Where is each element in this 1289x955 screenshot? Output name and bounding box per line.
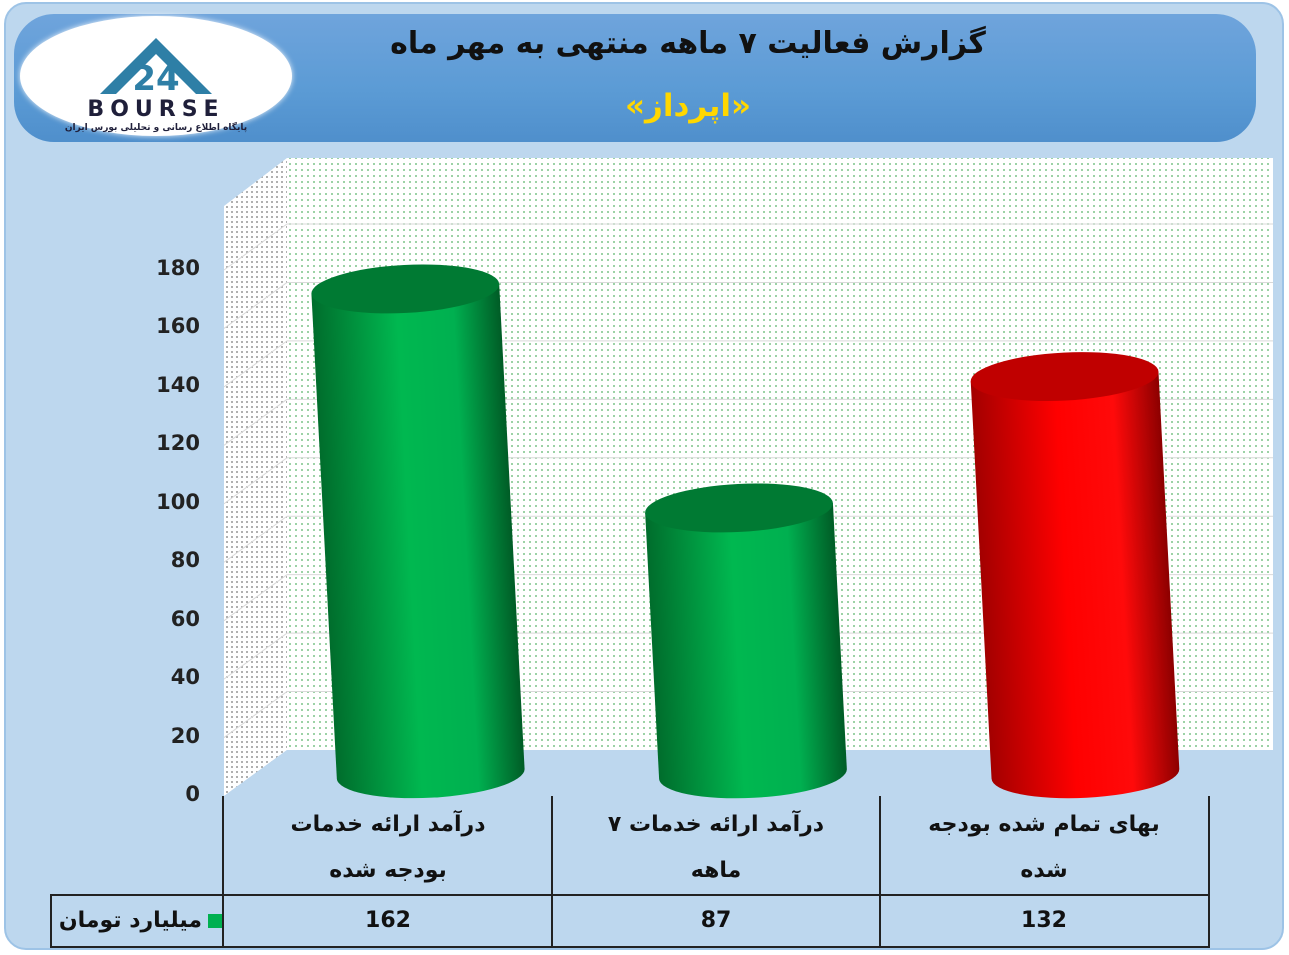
bar-body <box>970 371 1180 799</box>
table-divider <box>50 894 1210 896</box>
y-tick-label: 60 <box>170 606 200 631</box>
legend-label: میلیارد تومان <box>58 908 202 933</box>
category-label-3-line-1: بهای تمام شده بودجه <box>928 812 1160 837</box>
side-gridline <box>223 398 288 446</box>
value-cell-1: 162 <box>365 908 411 933</box>
plot-side-wall <box>224 158 287 796</box>
value-cell-3: 132 <box>1021 908 1067 933</box>
bar-top <box>645 483 833 533</box>
bar-1 <box>311 264 525 799</box>
bar-body <box>645 503 847 799</box>
table-divider <box>879 796 881 948</box>
category-label-1: درآمد ارائه خدمات بودجه شده <box>224 796 552 896</box>
y-tick-label: 160 <box>156 314 200 339</box>
logo-wordmark: BOURSE <box>87 97 224 122</box>
bar-top <box>311 264 500 314</box>
side-gridline <box>223 457 288 505</box>
chart-title: گزارش فعالیت ۷ ماهه منتهی به مهر ماه <box>390 26 986 61</box>
category-label-1-line-2: بودجه شده <box>329 858 447 883</box>
bar-3 <box>970 352 1180 799</box>
category-label-2-line-2: ماهه <box>690 858 742 883</box>
bar-top <box>970 352 1159 402</box>
legend-entry: میلیارد تومان <box>50 896 222 946</box>
side-gridline <box>223 632 288 680</box>
bars <box>311 264 1180 799</box>
side-gridline <box>223 691 288 738</box>
y-tick-label: 20 <box>170 723 200 748</box>
bar-body <box>311 284 525 799</box>
logo-mark: 24 <box>132 59 179 99</box>
y-tick-label: 140 <box>156 372 200 397</box>
category-label-2: درآمد ارائه خدمات ۷ ماهه <box>552 796 880 896</box>
table-divider <box>222 796 224 948</box>
bourse-logo-icon: 24 BOURSE پایگاه اطلاع رسانی و تحلیلی بو… <box>65 38 247 133</box>
category-label-3-line-2: شده <box>1020 858 1068 883</box>
side-gridline <box>223 340 288 388</box>
side-gridline <box>223 574 288 622</box>
side-gridline <box>223 515 288 563</box>
y-tick-label: 80 <box>170 548 200 573</box>
table-divider <box>50 894 52 948</box>
y-tick-label: 0 <box>185 782 200 806</box>
side-gridline <box>223 223 288 271</box>
table-divider <box>1208 796 1210 948</box>
side-gridline <box>223 282 288 329</box>
bar-2 <box>645 483 847 799</box>
logo: 24 BOURSE پایگاه اطلاع رسانی و تحلیلی بو… <box>20 16 292 136</box>
category-label-1-line-1: درآمد ارائه خدمات <box>290 812 486 837</box>
legend-swatch-icon <box>208 914 222 928</box>
data-table: درآمد ارائه خدمات بودجه شده درآمد ارائه … <box>50 796 1210 948</box>
y-tick-label: 40 <box>170 665 200 690</box>
y-tick-label: 100 <box>156 489 200 514</box>
y-tick-label: 120 <box>156 431 200 456</box>
category-label-3: بهای تمام شده بودجه شده <box>880 796 1208 896</box>
category-label-2-line-1: درآمد ارائه خدمات ۷ <box>607 812 825 837</box>
plot-area <box>223 158 1273 799</box>
chart-subtitle: «اپرداز» <box>625 88 751 124</box>
value-cell-2: 87 <box>700 908 732 933</box>
table-divider <box>551 796 553 948</box>
y-tick-label: 180 <box>156 256 200 280</box>
table-divider <box>50 946 1210 948</box>
logo-tagline: پایگاه اطلاع رسانی و تحلیلی بورس ایران <box>65 121 247 133</box>
